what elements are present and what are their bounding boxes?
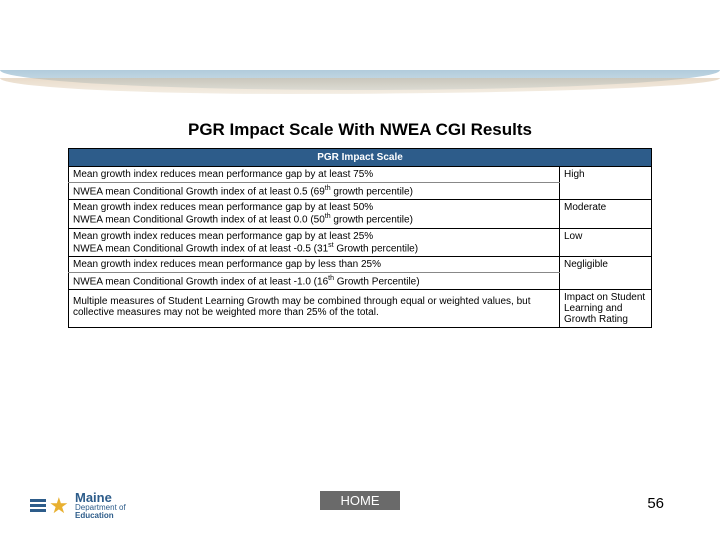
pgr-impact-table: PGR Impact Scale Mean growth index reduc… [68, 148, 652, 328]
criteria-cell-2: Mean growth index reduces mean performan… [69, 200, 560, 228]
page-title: PGR Impact Scale With NWEA CGI Results [0, 120, 720, 140]
star-icon: ★ [49, 495, 71, 517]
rating-cell: Low [560, 228, 652, 256]
table-header-row: PGR Impact Scale [69, 149, 652, 167]
rating-cell: High [560, 167, 652, 200]
maine-doe-logo: ★ Maine Department of Education [30, 491, 126, 520]
rating-cell: Negligible [560, 256, 652, 289]
criteria-cell-4a: Mean growth index reduces mean performan… [69, 256, 560, 272]
logo-text: Maine Department of Education [75, 491, 126, 520]
home-button[interactable]: HOME [320, 491, 400, 510]
criteria-cell-1a: Mean growth index reduces mean performan… [69, 167, 560, 183]
logo-bars-icon [30, 499, 46, 512]
table-row: Mean growth index reduces mean performan… [69, 228, 652, 256]
rating-cell: Moderate [560, 200, 652, 228]
decorative-wave [0, 70, 720, 110]
footer-desc-cell: Multiple measures of Student Learning Gr… [69, 290, 560, 328]
table-footer-row: Multiple measures of Student Learning Gr… [69, 290, 652, 328]
criteria-cell-1b: NWEA mean Conditional Growth index of at… [69, 183, 560, 200]
footer-rating-cell: Impact on Student Learning and Growth Ra… [560, 290, 652, 328]
page-number: 56 [647, 495, 664, 512]
table-row: Mean growth index reduces mean performan… [69, 167, 652, 183]
table-row: Mean growth index reduces mean performan… [69, 256, 652, 272]
criteria-cell-3: Mean growth index reduces mean performan… [69, 228, 560, 256]
table-header: PGR Impact Scale [69, 149, 652, 167]
table-row: Mean growth index reduces mean performan… [69, 200, 652, 228]
criteria-cell-4b: NWEA mean Conditional Growth index of at… [69, 272, 560, 289]
